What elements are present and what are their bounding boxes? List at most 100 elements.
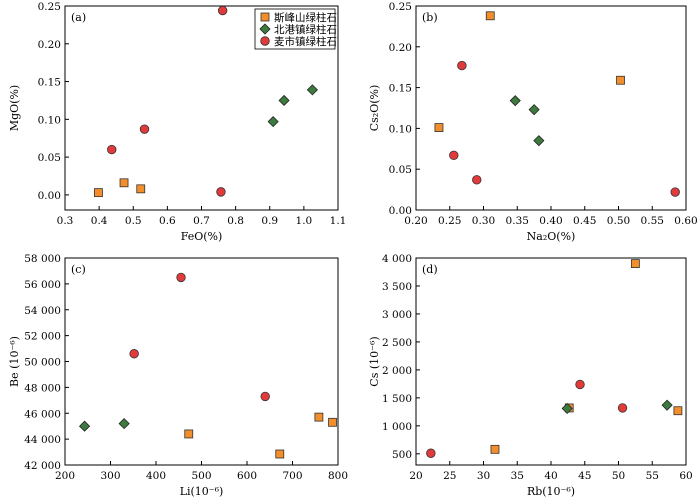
data-point bbox=[184, 429, 194, 439]
y-tick-label: 500 bbox=[392, 449, 412, 461]
y-tick-label: 0.15 bbox=[389, 83, 412, 95]
y-axis-label: Cs₂O(%) bbox=[368, 85, 381, 132]
legend-entry: 北港镇绿柱石 bbox=[274, 23, 337, 36]
data-point bbox=[449, 150, 459, 161]
panel-tag: (d) bbox=[422, 263, 438, 276]
x-tick-label: 35 bbox=[511, 470, 524, 482]
data-point bbox=[617, 403, 628, 413]
x-tick-label: 700 bbox=[282, 470, 302, 482]
y-tick-label: 58 000 bbox=[24, 253, 61, 265]
data-point bbox=[328, 417, 337, 427]
y-tick-label: 52 000 bbox=[24, 331, 61, 343]
data-point bbox=[107, 144, 117, 155]
x-tick-label: 60 bbox=[679, 470, 692, 482]
x-tick-label: 0.8 bbox=[227, 215, 244, 227]
data-point bbox=[278, 94, 290, 107]
x-tick-label: 0.50 bbox=[607, 215, 630, 227]
y-tick-label: 0.05 bbox=[38, 152, 61, 164]
data-point bbox=[661, 399, 673, 411]
panel-tag: (b) bbox=[422, 11, 438, 24]
data-point bbox=[118, 418, 130, 430]
x-tick-label: 200 bbox=[55, 470, 75, 482]
data-point bbox=[457, 60, 467, 71]
y-tick-label: 0.00 bbox=[38, 190, 61, 202]
x-tick-label: 0.45 bbox=[573, 215, 596, 227]
x-tick-label: 0.30 bbox=[472, 215, 495, 227]
data-point bbox=[129, 349, 139, 359]
legend-entry: 麦市镇绿柱石 bbox=[274, 35, 337, 48]
y-tick-label: 56 000 bbox=[24, 279, 61, 291]
data-point bbox=[94, 188, 103, 198]
x-tick-label: 40 bbox=[544, 470, 557, 482]
y-tick-label: 48 000 bbox=[24, 382, 61, 394]
y-axis-label: Be (10⁻⁶) bbox=[8, 336, 21, 387]
data-point bbox=[426, 448, 436, 458]
x-tick-label: 0.25 bbox=[438, 215, 461, 227]
y-axis-label: Cs (10⁻⁶) bbox=[368, 336, 381, 386]
y-tick-label: 3 000 bbox=[382, 309, 412, 321]
x-tick-label: 0.55 bbox=[641, 215, 664, 227]
x-tick-label: 0.60 bbox=[674, 215, 697, 227]
x-tick-label: 0.7 bbox=[193, 215, 210, 227]
panel-tag: (a) bbox=[71, 11, 86, 24]
data-point bbox=[275, 449, 285, 459]
x-tick-label: 20 bbox=[409, 470, 422, 482]
x-tick-label: 400 bbox=[146, 470, 166, 482]
x-tick-label: 0.3 bbox=[57, 215, 74, 227]
y-tick-label: 50 000 bbox=[24, 357, 61, 369]
x-tick-label: 1.1 bbox=[330, 215, 347, 227]
data-point bbox=[217, 5, 228, 16]
y-tick-label: 0.00 bbox=[389, 205, 412, 217]
data-point bbox=[78, 420, 91, 432]
x-tick-label: 0.35 bbox=[506, 215, 529, 227]
data-point bbox=[616, 75, 625, 85]
x-tick-label: 0.20 bbox=[404, 215, 427, 227]
data-point bbox=[509, 95, 521, 107]
y-tick-label: 0.15 bbox=[38, 77, 61, 89]
x-tick-label: 50 bbox=[612, 470, 625, 482]
x-axis-label: FeO(%) bbox=[181, 230, 223, 243]
data-point bbox=[306, 84, 318, 96]
y-tick-label: 2 500 bbox=[382, 337, 412, 349]
data-point bbox=[528, 104, 540, 116]
legend-marker bbox=[259, 23, 271, 35]
x-tick-label: 0.4 bbox=[91, 215, 108, 227]
data-point bbox=[673, 406, 683, 416]
data-point bbox=[119, 178, 129, 188]
y-tick-label: 46 000 bbox=[24, 408, 61, 420]
x-tick-label: 30 bbox=[477, 470, 490, 482]
y-tick-label: 4 000 bbox=[382, 253, 412, 265]
x-axis-label: Li(10⁻⁶) bbox=[180, 485, 224, 498]
y-tick-label: 0.20 bbox=[389, 42, 412, 54]
data-point bbox=[485, 11, 495, 21]
chart-panel-3: 200 300 400 500 600 700 800 42 000 44 000 46 000 4… bbox=[8, 253, 348, 498]
data-point bbox=[314, 412, 324, 422]
x-tick-label: 45 bbox=[578, 470, 591, 482]
data-point bbox=[260, 391, 270, 402]
x-tick-label: 800 bbox=[328, 470, 348, 482]
y-tick-label: 44 000 bbox=[24, 434, 61, 446]
panel-tag: (c) bbox=[71, 263, 86, 276]
x-tick-label: 1.0 bbox=[296, 215, 313, 227]
x-tick-label: 500 bbox=[191, 470, 211, 482]
data-point bbox=[136, 184, 146, 194]
y-axis-label: MgO(%) bbox=[8, 85, 21, 131]
x-tick-label: 0.9 bbox=[261, 215, 278, 227]
y-tick-label: 42 000 bbox=[24, 460, 61, 472]
data-point bbox=[216, 187, 226, 197]
data-point bbox=[561, 402, 573, 415]
chart-panel-4: 20 25 30 35 40 45 50 55 60 500 1 000 1 500 2 000 2 50… bbox=[368, 253, 693, 498]
chart-panel-2: 0.20 0.25 0.30 0.35 0.40 0.45 0.50 0.55 0.60 0.00… bbox=[368, 1, 698, 243]
data-point bbox=[267, 116, 279, 128]
data-point bbox=[670, 187, 680, 197]
y-tick-label: 0.25 bbox=[389, 1, 412, 13]
y-tick-label: 2 000 bbox=[382, 365, 412, 377]
data-point bbox=[533, 135, 545, 147]
y-tick-label: 0.10 bbox=[38, 114, 61, 126]
x-tick-label: 0.6 bbox=[159, 215, 176, 227]
x-tick-label: 0.40 bbox=[539, 215, 562, 227]
y-tick-label: 3 500 bbox=[382, 281, 412, 293]
data-point bbox=[472, 175, 482, 185]
